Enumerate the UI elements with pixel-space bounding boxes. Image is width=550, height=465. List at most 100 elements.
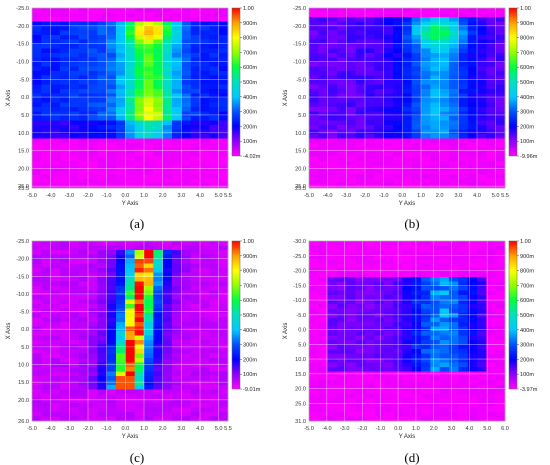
heatmap-cell xyxy=(458,102,468,108)
heatmap-cell xyxy=(32,161,42,166)
heatmap-cell xyxy=(430,179,440,184)
heatmap-cell xyxy=(218,93,229,99)
heatmap-cell xyxy=(449,295,459,300)
heatmap-cell xyxy=(346,340,356,345)
heatmap-cell xyxy=(181,353,191,359)
heatmap-cell xyxy=(467,407,478,413)
x-tick-label: 0.0 xyxy=(121,426,129,432)
heatmap-cell xyxy=(495,376,506,381)
heatmap-cell xyxy=(495,165,506,171)
heatmap-cell xyxy=(134,12,145,18)
heatmap-cell xyxy=(411,143,422,148)
heatmap-cell xyxy=(495,389,506,395)
heatmap-cell xyxy=(97,389,107,395)
y-tick-label: -25.0 xyxy=(16,239,29,245)
heatmap-cell xyxy=(477,53,487,58)
heatmap-cell xyxy=(449,331,459,336)
heatmap-cell xyxy=(458,313,468,318)
heatmap-cell xyxy=(458,75,468,81)
heatmap-cell xyxy=(50,147,61,153)
heatmap-cell xyxy=(60,75,70,81)
heatmap-cell xyxy=(134,107,145,112)
heatmap-cell xyxy=(430,75,440,81)
heatmap-cell xyxy=(411,165,422,171)
heatmap-cell xyxy=(477,308,487,314)
heatmap-cell xyxy=(477,407,487,413)
heatmap-cell xyxy=(218,107,229,112)
heatmap-cell xyxy=(162,241,173,246)
heatmap-cell xyxy=(200,152,210,157)
heatmap-cell xyxy=(383,107,394,112)
heatmap-cell xyxy=(41,98,51,103)
heatmap-cell xyxy=(309,53,319,58)
heatmap-cell xyxy=(495,147,506,153)
y-axis-label: X Axis xyxy=(283,90,289,107)
heatmap-cell xyxy=(125,376,135,381)
heatmap-cell xyxy=(32,304,42,309)
heatmap-cell xyxy=(209,53,219,58)
heatmap-cell xyxy=(69,362,79,368)
heatmap-cell xyxy=(116,30,126,36)
heatmap-cell xyxy=(97,331,107,336)
heatmap-cell xyxy=(209,335,219,341)
heatmap-cell xyxy=(172,170,182,175)
heatmap-cell xyxy=(116,102,126,108)
heatmap-cell xyxy=(88,165,98,171)
heatmap-cell xyxy=(449,412,459,417)
heatmap-cell xyxy=(181,57,191,63)
heatmap-cell xyxy=(116,286,126,291)
panel-caption: (c) xyxy=(130,450,144,465)
heatmap-cell xyxy=(134,416,145,422)
heatmap-cell xyxy=(421,281,431,287)
heatmap-cell xyxy=(402,245,412,251)
heatmap-cell xyxy=(383,71,394,76)
heatmap-cell xyxy=(41,394,51,399)
heatmap-cell xyxy=(88,30,98,36)
heatmap-cell xyxy=(327,277,338,282)
heatmap-cell xyxy=(337,308,347,314)
heatmap-cell xyxy=(402,26,412,31)
heatmap-cell xyxy=(200,120,210,126)
heatmap-cell xyxy=(374,295,384,300)
heatmap-cell xyxy=(486,111,496,117)
heatmap-cell xyxy=(327,403,338,408)
heatmap-cell xyxy=(88,111,98,117)
heatmap-cell xyxy=(374,53,384,58)
heatmap-cell xyxy=(125,174,135,180)
heatmap-cell xyxy=(449,281,459,287)
heatmap-cell xyxy=(430,362,440,368)
y-tick-label: 10.0 xyxy=(295,131,306,137)
heatmap-cell xyxy=(153,89,163,94)
heatmap-cell xyxy=(421,111,431,117)
heatmap-cell xyxy=(467,147,478,153)
heatmap-cell xyxy=(449,376,459,381)
heatmap-cell xyxy=(69,412,79,417)
heatmap-cell xyxy=(411,93,422,99)
heatmap-cell xyxy=(200,116,210,121)
heatmap-cell xyxy=(393,170,403,175)
heatmap-cell xyxy=(125,84,135,90)
heatmap-cell xyxy=(439,286,450,291)
heatmap-cell xyxy=(346,331,356,336)
heatmap-cell xyxy=(172,349,182,354)
heatmap-cell xyxy=(218,281,229,287)
heatmap-cell xyxy=(458,317,468,323)
heatmap-cell xyxy=(318,376,328,381)
heatmap-cell xyxy=(495,21,506,27)
heatmap-cell xyxy=(327,170,338,175)
heatmap-cell xyxy=(88,129,98,135)
heatmap-cell xyxy=(449,66,459,72)
heatmap-cell xyxy=(78,290,89,296)
heatmap-cell xyxy=(421,331,431,336)
heatmap-cell xyxy=(467,156,478,162)
heatmap-cell xyxy=(477,174,487,180)
heatmap-cell xyxy=(50,407,61,413)
heatmap-cell xyxy=(78,263,89,269)
heatmap-cell xyxy=(355,102,366,108)
heatmap-cell xyxy=(309,403,319,408)
heatmap-cell xyxy=(41,416,51,422)
heatmap-cell xyxy=(172,416,182,422)
heatmap-cell xyxy=(355,344,366,350)
heatmap-cell xyxy=(88,250,98,255)
heatmap-cell xyxy=(486,21,496,27)
